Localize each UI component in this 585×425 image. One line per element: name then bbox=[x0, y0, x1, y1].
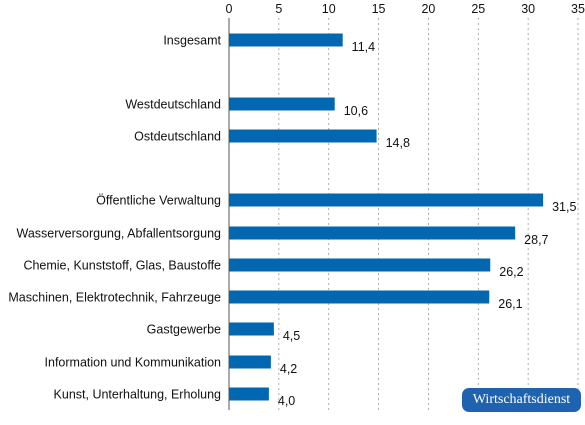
category-label: Wasserversorgung, Abfallentsorgung bbox=[16, 227, 221, 241]
bar bbox=[229, 33, 343, 47]
bar bbox=[229, 226, 516, 240]
data-label: 14,8 bbox=[386, 136, 410, 150]
x-tick-label: 35 bbox=[571, 2, 585, 16]
data-label: 4,0 bbox=[278, 394, 295, 408]
bar bbox=[229, 193, 544, 207]
bar bbox=[229, 129, 377, 143]
x-tick-label: 30 bbox=[521, 2, 535, 16]
data-label: 10,6 bbox=[344, 104, 368, 118]
x-tick-label: 25 bbox=[471, 2, 485, 16]
category-label: Öffentliche Verwaltung bbox=[96, 194, 221, 208]
category-label: Ostdeutschland bbox=[134, 130, 221, 144]
x-tick-label: 5 bbox=[275, 2, 282, 16]
bar bbox=[229, 355, 271, 369]
category-label: Information und Kommunikation bbox=[45, 356, 222, 370]
x-tick-label: 10 bbox=[322, 2, 336, 16]
wirtschaftsdienst-logo: Wirtschaftsdienst bbox=[462, 388, 581, 412]
bar bbox=[229, 322, 274, 336]
bar bbox=[229, 290, 490, 304]
category-label: Westdeutschland bbox=[125, 98, 221, 112]
data-label: 4,2 bbox=[280, 362, 297, 376]
x-tick-label: 15 bbox=[372, 2, 386, 16]
x-tick-label: 0 bbox=[226, 2, 233, 16]
data-label: 4,5 bbox=[283, 329, 300, 343]
x-tick-label: 20 bbox=[421, 2, 435, 16]
data-label: 31,5 bbox=[552, 200, 576, 214]
data-label: 26,1 bbox=[498, 297, 522, 311]
category-label: Kunst, Unterhaltung, Erholung bbox=[54, 388, 222, 402]
category-label: Chemie, Kunststoff, Glas, Baustoffe bbox=[23, 259, 221, 273]
data-label: 11,4 bbox=[352, 40, 375, 54]
bar bbox=[229, 387, 269, 401]
category-label: Gastgewerbe bbox=[147, 323, 221, 337]
bar bbox=[229, 258, 491, 272]
bar bbox=[229, 97, 335, 111]
data-label: 28,7 bbox=[524, 233, 548, 247]
category-label: Insgesamt bbox=[163, 34, 221, 48]
data-label: 26,2 bbox=[499, 265, 523, 279]
category-label: Maschinen, Elektrotechnik, Fahrzeuge bbox=[8, 291, 221, 305]
